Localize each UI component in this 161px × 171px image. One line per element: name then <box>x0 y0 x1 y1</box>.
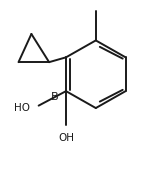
Text: B: B <box>51 92 59 102</box>
Text: HO: HO <box>14 103 30 113</box>
Text: OH: OH <box>58 133 74 143</box>
